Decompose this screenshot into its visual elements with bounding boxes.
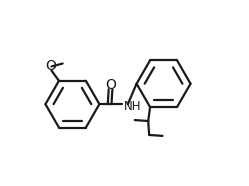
Text: NH: NH bbox=[124, 100, 141, 113]
Text: O: O bbox=[46, 60, 57, 73]
Text: O: O bbox=[105, 78, 116, 92]
